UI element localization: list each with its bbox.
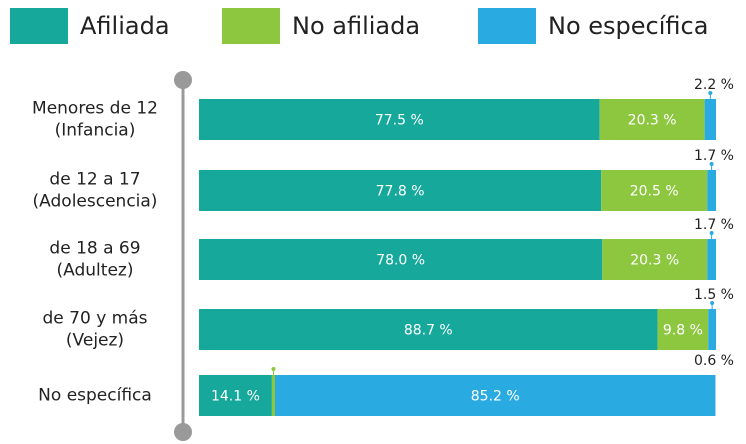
legend-label: No específica [548,12,708,40]
legend-swatch [478,8,536,44]
bar-segment [199,99,600,140]
data-label: 20.3 % [628,113,677,129]
y-tick-label: de 70 y más (Vejez) [43,309,148,351]
bar-segment [708,309,716,350]
bar-segment [601,170,708,211]
legend-label: Afiliada [80,12,170,40]
data-label: 1.5 % [694,287,734,303]
bar-segment [274,375,716,416]
data-label: 20.3 % [630,253,679,269]
data-label: 20.5 % [630,184,679,200]
bar-segment [199,239,603,280]
leader-dot [710,301,715,305]
y-tick-label: No específica [38,386,152,406]
leader-dot [708,91,713,95]
legend-swatch [222,8,280,44]
data-label: 77.5 % [375,113,424,129]
bar-segment [707,239,716,280]
y-tick-label: Menores de 12 (Infancia) [32,99,158,141]
bar-segment [199,375,272,416]
bar-segment [599,99,705,140]
legend-swatch [10,8,68,44]
bar-segment [704,99,716,140]
legend-label: No afiliada [292,12,420,40]
leader-dot [271,367,276,371]
y-tick-label: de 12 a 17 (Adolescencia) [33,170,158,212]
bar-segment [707,170,716,211]
data-label: 88.7 % [404,323,453,339]
data-label: 78.0 % [376,253,425,269]
bar-segment [657,309,709,350]
data-label: 14.1 % [211,389,260,405]
bar-segment [271,375,275,416]
data-label: 2.2 % [694,77,734,93]
data-label: 9.8 % [663,323,703,339]
bar-segment [199,170,602,211]
axis-cap [174,71,192,89]
bar-segment [199,309,658,350]
data-label: 1.7 % [694,217,734,233]
y-tick-label: de 18 a 69 (Adultez) [49,239,140,281]
data-label: 1.7 % [694,148,734,164]
leader-dot [709,162,714,166]
data-label: 77.8 % [376,184,425,200]
bar-segment [602,239,708,280]
data-label: 0.6 % [694,353,734,369]
axis-cap [174,423,192,441]
leader-dot [709,231,714,235]
data-label: 85.2 % [471,389,520,405]
